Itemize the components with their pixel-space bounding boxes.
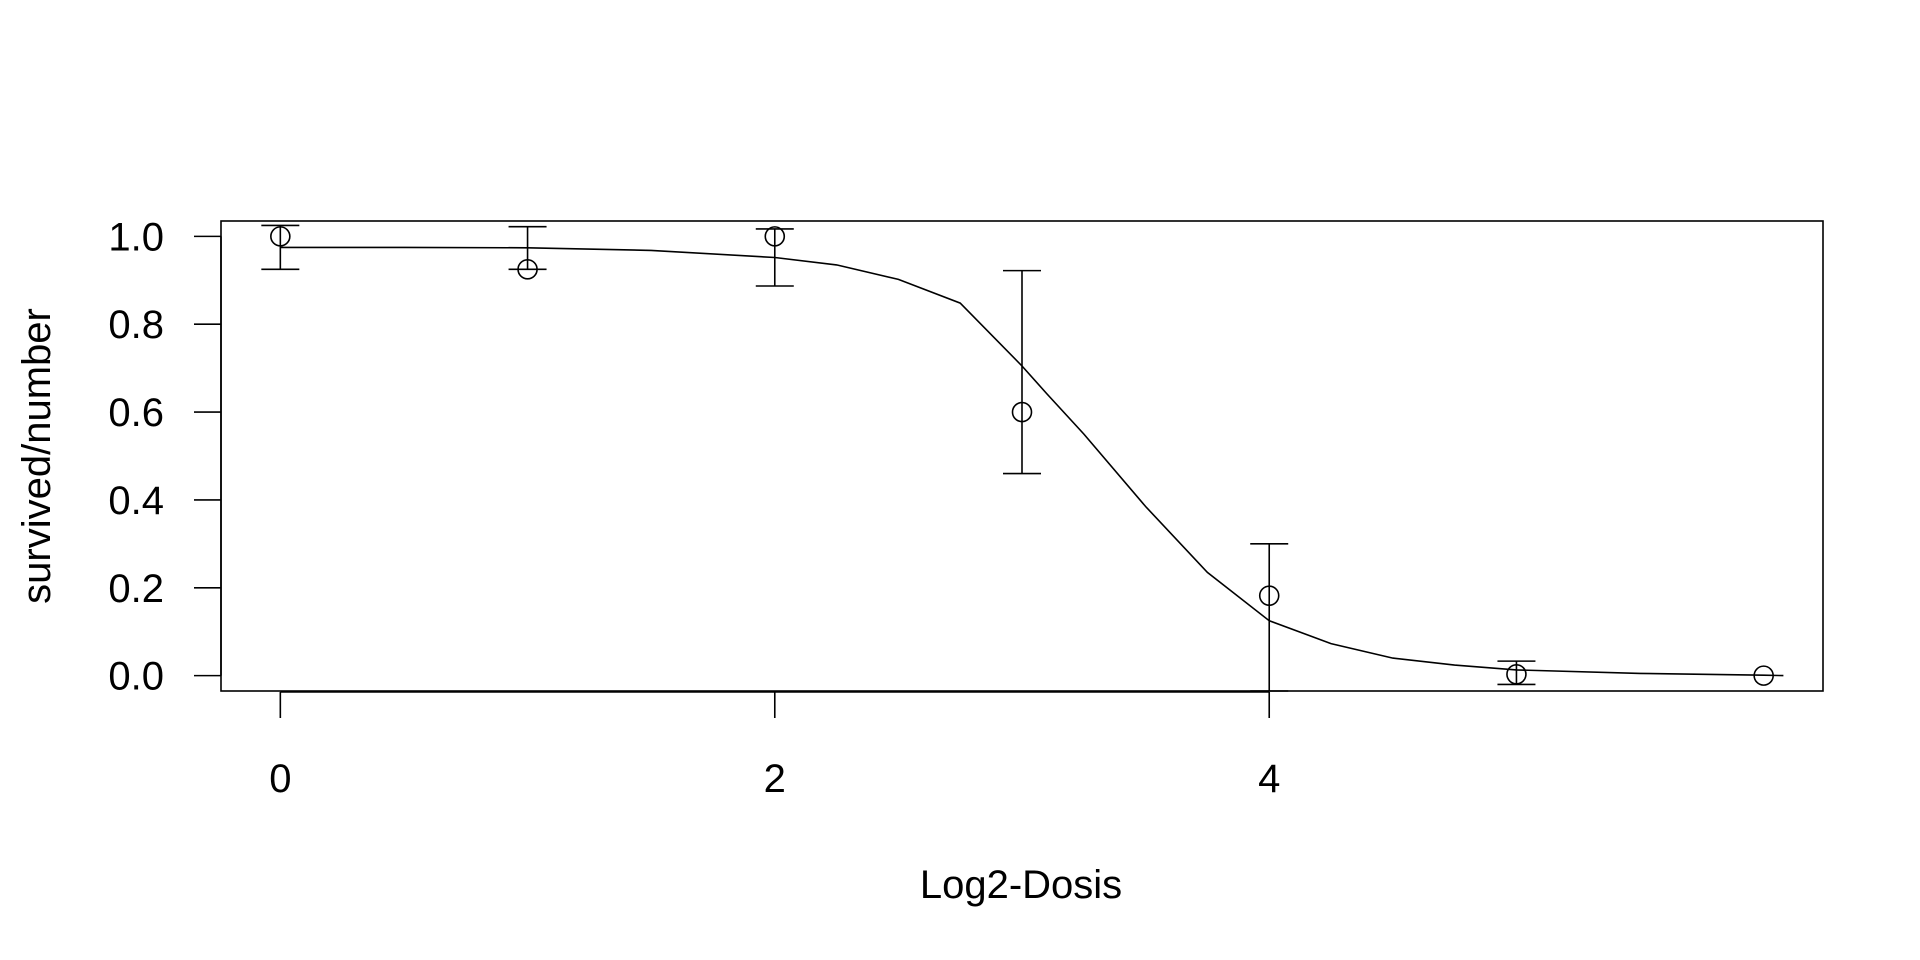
y-tick-label: 0.2 [108,567,164,611]
y-tick-label: 0.8 [108,303,164,347]
data-point [1258,585,1280,606]
data-point [1011,401,1033,423]
data-point [270,226,291,247]
x-tick-label: 0 [269,757,291,801]
y-tick-label: 0.4 [108,479,164,523]
x-tick-label: 4 [1258,757,1280,801]
data-point [764,226,786,247]
y-tick-label: 0.6 [108,391,164,435]
y-axis: 0.0 0.2 0.4 0.6 0.8 1.0 [108,215,222,699]
data-point [517,259,538,280]
y-tick-label: 1.0 [108,215,164,259]
x-tick-label: 2 [764,757,786,801]
fitted-curve-layer [280,246,1784,677]
x-axis: 0 2 4 [269,691,1280,801]
y-axis-label: survived/number [15,308,59,604]
fitted-curve [280,246,1784,677]
data-points-layer [270,226,1774,686]
x-axis-label: Log2-Dosis [920,863,1122,907]
y-tick-label: 0.0 [108,655,164,699]
data-point [1753,665,1774,686]
error-bars-layer [261,224,1536,692]
data-point [1506,664,1527,685]
